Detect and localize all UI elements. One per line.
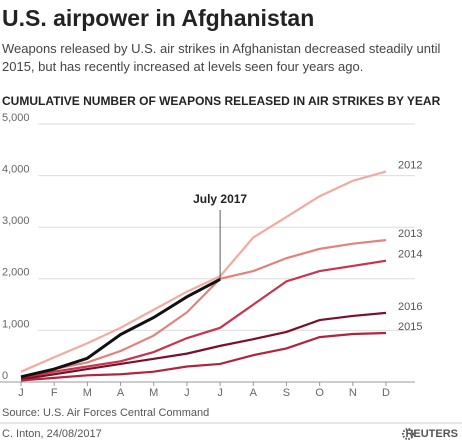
y-tick-label: 0 <box>2 370 8 382</box>
subtitle: Weapons released by U.S. air strikes in … <box>2 41 441 74</box>
x-tick-label: O <box>315 387 324 399</box>
series-label: 2014 <box>398 249 422 261</box>
x-tick-label: J <box>217 387 223 399</box>
logo-icon <box>402 428 414 440</box>
source: Source: U.S. Air Forces Central Command <box>2 407 209 419</box>
y-tick-label: 1,000 <box>2 318 30 330</box>
series-label: 2012 <box>398 159 422 171</box>
series-label: 2016 <box>398 301 422 313</box>
y-tick-label: 3,000 <box>2 215 30 227</box>
y-tick-label: 5,000 <box>2 112 30 124</box>
x-tick-label: M <box>83 387 92 399</box>
chart-title: U.S. airpower in Afghanistan <box>2 5 314 31</box>
x-tick-label: J <box>18 387 24 399</box>
y-tick-label: 2,000 <box>2 267 30 279</box>
series-line <box>20 239 387 378</box>
x-tick-label: J <box>184 387 190 399</box>
x-tick-label: N <box>349 387 357 399</box>
x-tick-label: D <box>382 387 390 399</box>
x-tick-label: A <box>250 387 258 399</box>
series-line <box>20 277 221 379</box>
x-tick-label: A <box>117 387 125 399</box>
x-tick-label: F <box>51 387 58 399</box>
series-line <box>20 331 387 382</box>
series-line <box>20 170 387 373</box>
credit: C. Inton, 24/08/2017 <box>2 428 102 440</box>
x-tick-label: M <box>149 387 158 399</box>
series-label: 2013 <box>398 228 422 240</box>
brand: REUTERS <box>405 428 458 440</box>
y-tick-label: 4,000 <box>2 164 30 176</box>
series-line <box>20 311 387 381</box>
annotation: July 2017 <box>193 192 247 206</box>
series-line <box>20 259 387 379</box>
series-label: 2015 <box>398 321 422 333</box>
chart-subtitle: CUMULATIVE NUMBER OF WEAPONS RELEASED IN… <box>2 94 441 108</box>
x-tick-label: S <box>283 387 290 399</box>
